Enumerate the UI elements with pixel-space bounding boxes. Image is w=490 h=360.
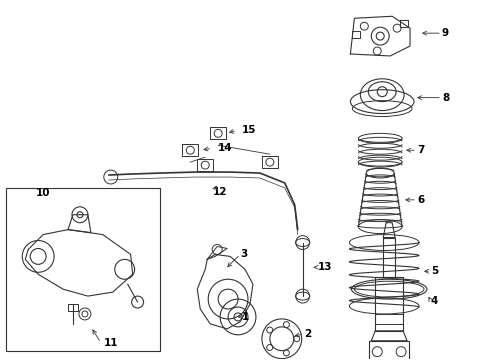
- Text: 5: 5: [431, 266, 438, 276]
- Bar: [6, 188, 161, 351]
- Text: 10: 10: [36, 188, 50, 198]
- Text: 9: 9: [442, 28, 449, 38]
- Text: 13: 13: [318, 262, 332, 272]
- Text: 12: 12: [213, 187, 228, 197]
- Text: 2: 2: [304, 329, 311, 339]
- Text: 7: 7: [417, 145, 424, 155]
- Text: 3: 3: [240, 249, 247, 260]
- Text: 15: 15: [242, 125, 257, 135]
- Text: 4: 4: [431, 296, 439, 306]
- Text: 1: 1: [242, 312, 249, 322]
- Text: 11: 11: [104, 338, 118, 348]
- Text: 6: 6: [417, 195, 424, 205]
- Text: 8: 8: [442, 93, 449, 103]
- Text: 14: 14: [218, 143, 233, 153]
